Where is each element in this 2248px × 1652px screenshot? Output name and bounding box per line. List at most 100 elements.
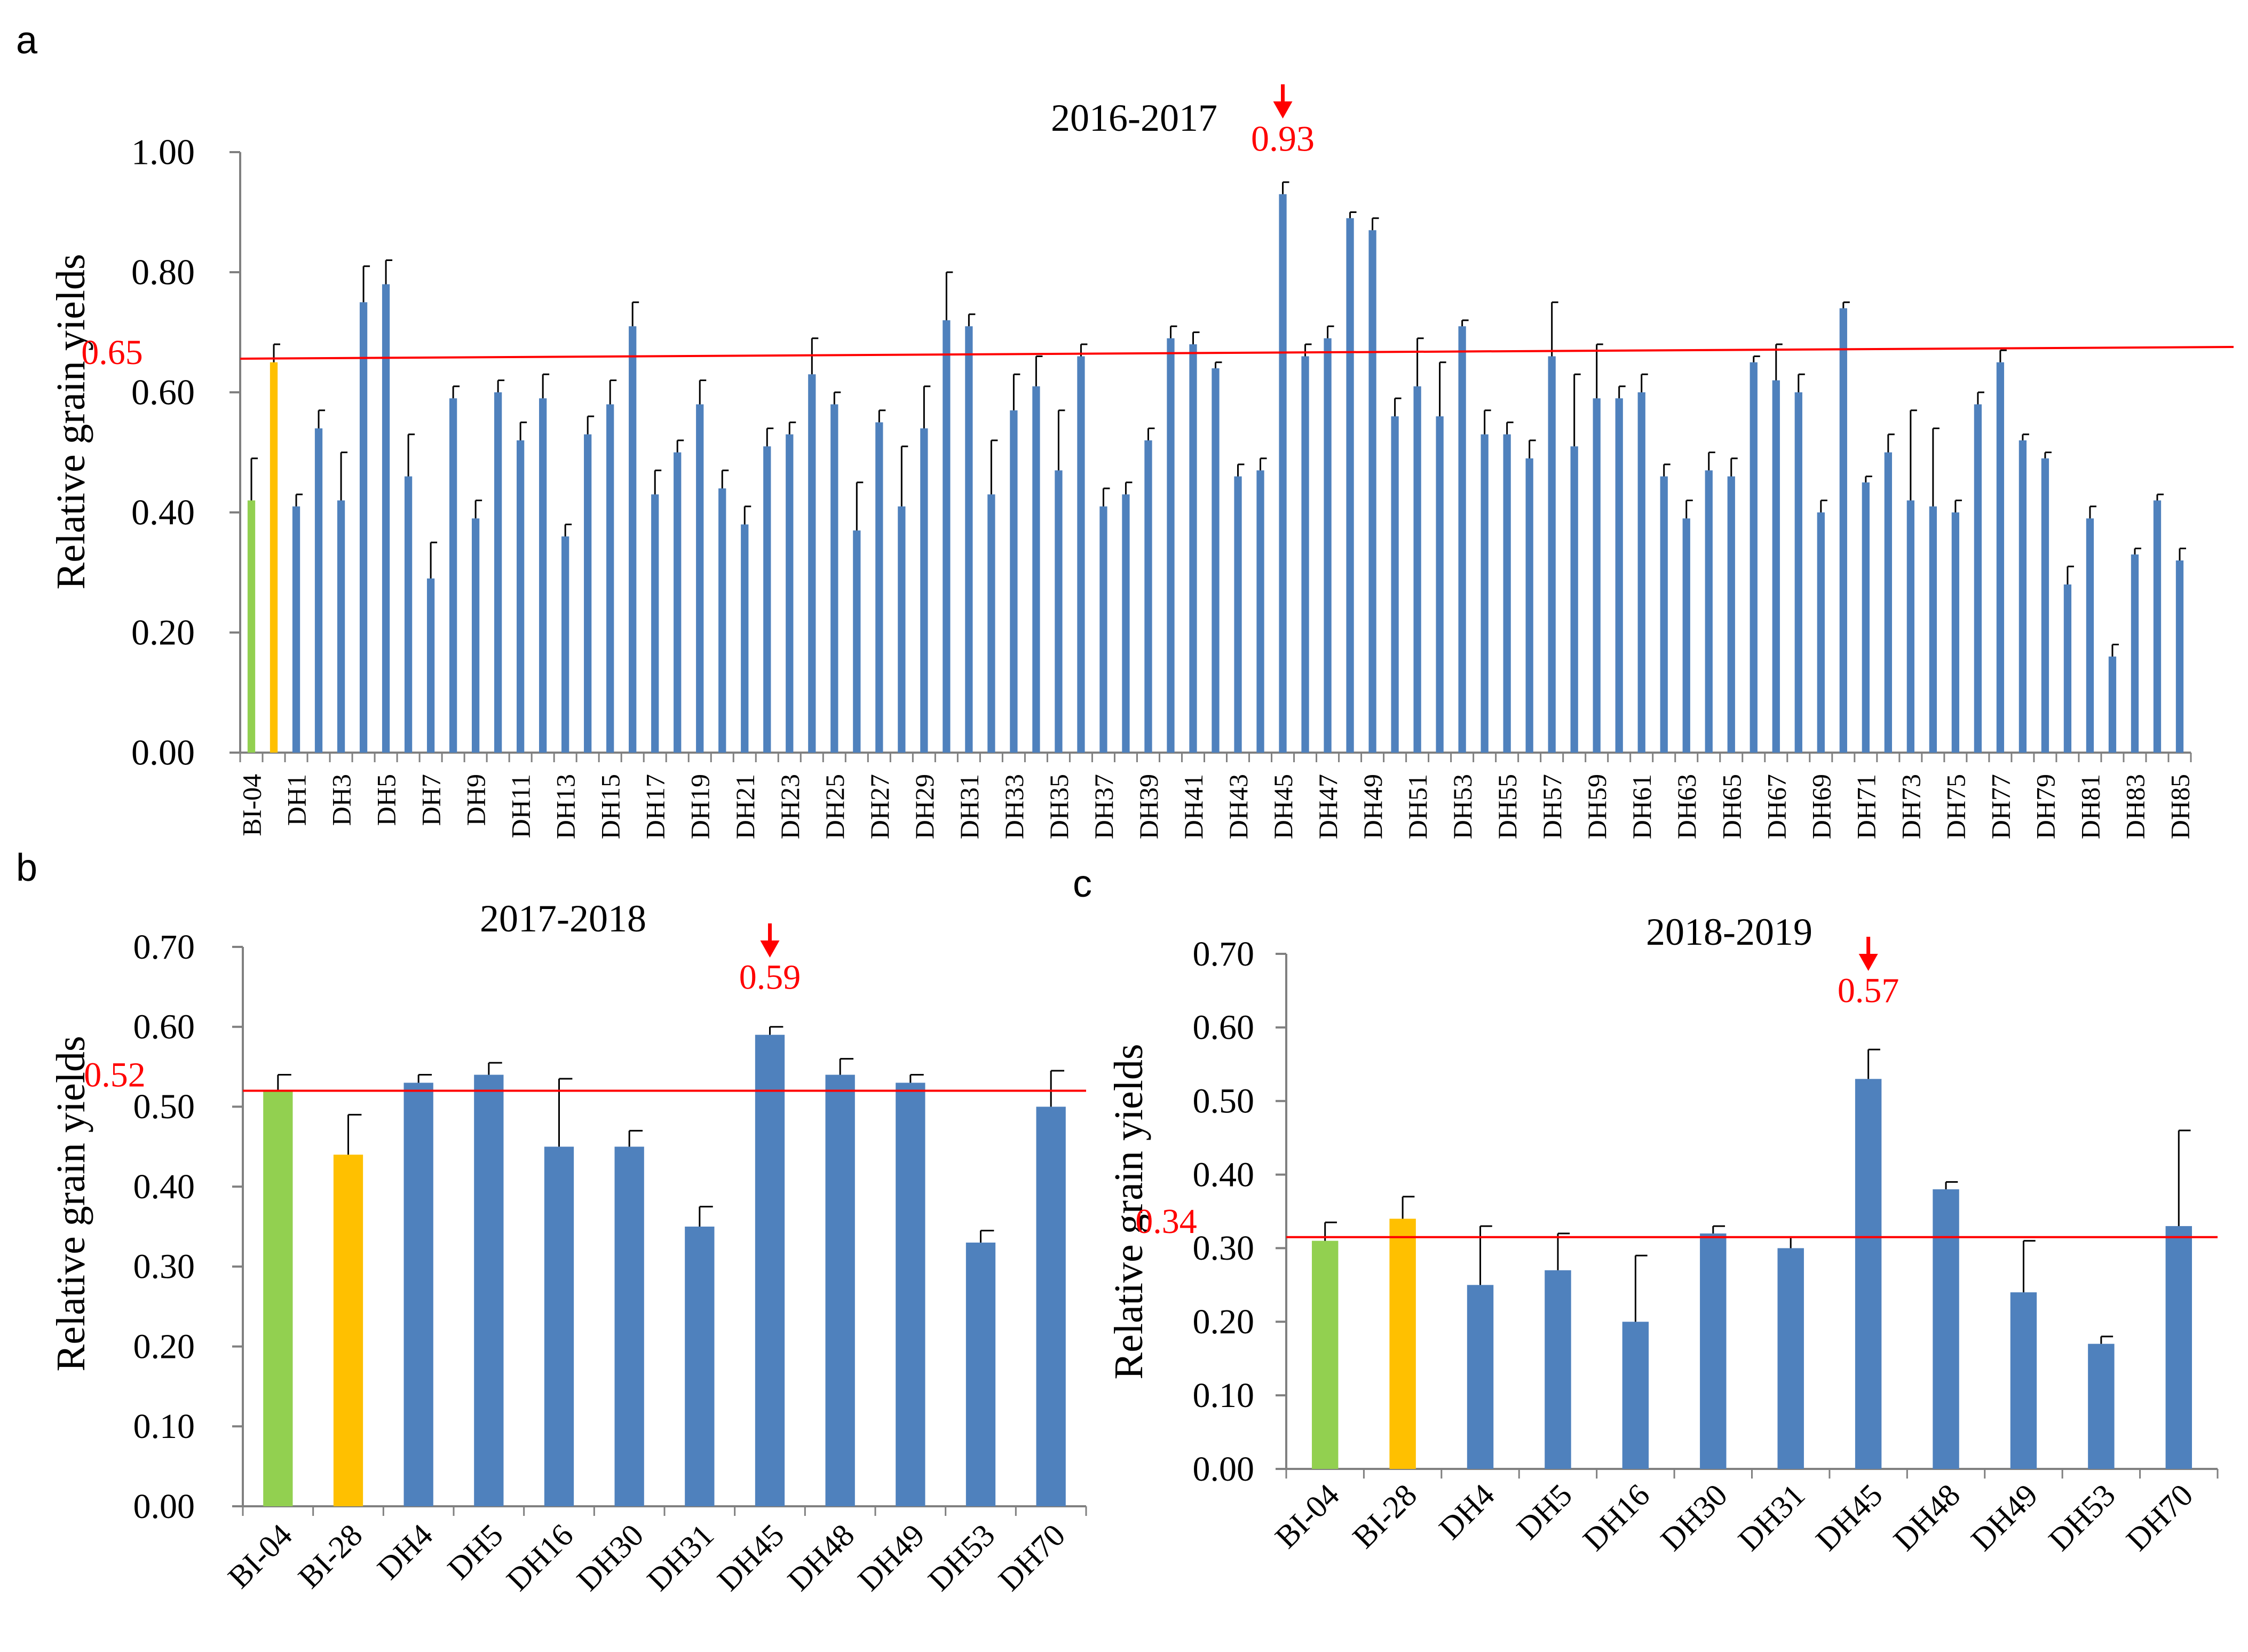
x-tick-label: DH71: [1851, 774, 1881, 839]
y-tick-label: 0.30: [1193, 1229, 1255, 1268]
bar-DH19: [696, 404, 704, 753]
x-tick-label: DH5: [371, 774, 401, 826]
bar-DH49: [2010, 1292, 2037, 1469]
bar-BI-04: [247, 500, 256, 753]
chart-panel-b: b 2017-2018 Relative grain yields 0.00 0.…: [16, 847, 1087, 1598]
bar-DH69: [1817, 512, 1825, 753]
x-tick-label: DH7: [416, 774, 446, 826]
bar-DH6: [404, 476, 413, 753]
bar-DH5: [474, 1074, 504, 1506]
x-tick-label: DH67: [1761, 774, 1791, 839]
bar-DH35: [1055, 470, 1063, 753]
x-tick-label: DH47: [1313, 774, 1343, 839]
x-tick-label: DH4: [1432, 1477, 1501, 1546]
y-tick-label: 0.00: [1193, 1450, 1255, 1489]
panel-label: a: [16, 19, 38, 62]
bar-DH74: [1929, 506, 1937, 753]
x-tick-label: DH27: [865, 774, 895, 839]
bar-DH15: [606, 404, 614, 753]
x-tick-label: DH69: [1806, 774, 1836, 839]
x-tick-label: DH70: [2119, 1477, 2199, 1558]
x-tick-label: DH25: [820, 774, 850, 839]
bar-DH81: [2086, 518, 2094, 753]
x-tick-label: DH73: [1896, 774, 1926, 839]
chart-title: 2016-2017: [1051, 97, 1217, 139]
bar-DH45: [755, 1034, 785, 1506]
x-tick-label: DH81: [2075, 774, 2105, 839]
y-tick-label: 0.60: [1193, 1008, 1255, 1047]
x-tick-label: DH9: [461, 774, 491, 826]
bar-DH51: [1413, 386, 1421, 753]
x-tick-label: DH49: [1964, 1477, 2044, 1558]
bar-DH17: [651, 494, 659, 753]
y-tick-label: 0.40: [131, 492, 195, 532]
bar-DH24: [808, 374, 816, 753]
bar-DH41: [1189, 344, 1197, 753]
bar-DH13: [561, 536, 569, 753]
bar-DH30: [943, 320, 951, 753]
bar-DH53: [1458, 326, 1466, 753]
bar-DH79: [2041, 458, 2049, 753]
x-tick-label: DH51: [1403, 774, 1432, 839]
highlight-arrowhead: [1273, 101, 1293, 118]
x-tick-label: DH16: [1576, 1477, 1656, 1558]
bar-DH40: [1167, 338, 1175, 753]
bar-DH30: [614, 1147, 644, 1506]
x-tick-label: DH77: [1985, 774, 2015, 839]
x-tick-label: DH45: [710, 1517, 790, 1598]
threshold-label: 0.65: [81, 333, 143, 372]
bar-BI-28: [1389, 1219, 1416, 1469]
bar-DH31: [965, 326, 973, 753]
bar-DH23: [786, 434, 794, 753]
bar-DH53: [965, 1242, 996, 1506]
bar-DH62: [1660, 476, 1668, 753]
bar-BI-28: [270, 362, 278, 753]
x-tick-label: DH75: [1941, 774, 1970, 839]
bar-DH7: [426, 578, 435, 753]
highlight-value-label: 0.57: [1838, 971, 1899, 1010]
x-tick-label: DH31: [1731, 1477, 1811, 1558]
x-tick-label: DH1: [282, 774, 312, 826]
x-tick-label: DH30: [1654, 1477, 1734, 1558]
x-tick-label: DH49: [1358, 774, 1388, 839]
x-tick-label: DH19: [685, 774, 715, 839]
x-tick-label: DH53: [921, 1517, 1001, 1598]
bar-DH18: [674, 452, 682, 753]
x-tick-label: DH59: [1582, 774, 1612, 839]
x-tick-label: DH48: [781, 1517, 861, 1598]
bar-DH45: [1855, 1079, 1882, 1469]
bar-DH9: [471, 518, 480, 753]
x-tick-label: DH31: [954, 774, 984, 839]
bar-DH70: [1036, 1106, 1066, 1506]
y-tick-label: 0.60: [133, 1007, 195, 1046]
bar-DH16: [544, 1147, 574, 1506]
y-tick-label: 0.40: [133, 1167, 195, 1206]
bar-DH73: [1906, 500, 1914, 753]
bar-DH68: [1794, 392, 1802, 753]
y-tick-label: 0.40: [1193, 1155, 1255, 1194]
x-tick-label: BI-28: [291, 1517, 369, 1595]
x-tick-label: DH63: [1672, 774, 1701, 839]
bar-DH77: [1996, 362, 2005, 753]
panel-label: c: [1073, 863, 1092, 905]
x-tick-label: DH85: [2165, 774, 2195, 839]
bar-DH82: [2108, 657, 2117, 753]
bar-DH47: [1324, 338, 1332, 753]
bar-DH26: [853, 530, 861, 753]
y-tick-label: 0.70: [1193, 935, 1255, 974]
bar-DH84: [2153, 500, 2162, 753]
bar-DH65: [1727, 476, 1735, 753]
bar-DH14: [584, 434, 592, 753]
bar-DH16: [1622, 1322, 1649, 1469]
x-tick-label: DH70: [992, 1517, 1072, 1598]
highlight-value-label: 0.59: [739, 958, 801, 997]
bar-DH29: [920, 428, 928, 753]
chart-panel-a: a 2016-2017 Relative grain yields 0.00 0.…: [16, 19, 2234, 839]
bar-DH49: [1368, 230, 1376, 753]
x-tick-label: DH41: [1178, 774, 1208, 839]
y-axis-label: Relative grain yields: [49, 254, 93, 590]
bar-DH20: [718, 488, 726, 753]
bar-DH38: [1122, 494, 1130, 753]
x-tick-label: DH31: [640, 1517, 721, 1598]
y-tick-label: 0.50: [133, 1087, 195, 1126]
